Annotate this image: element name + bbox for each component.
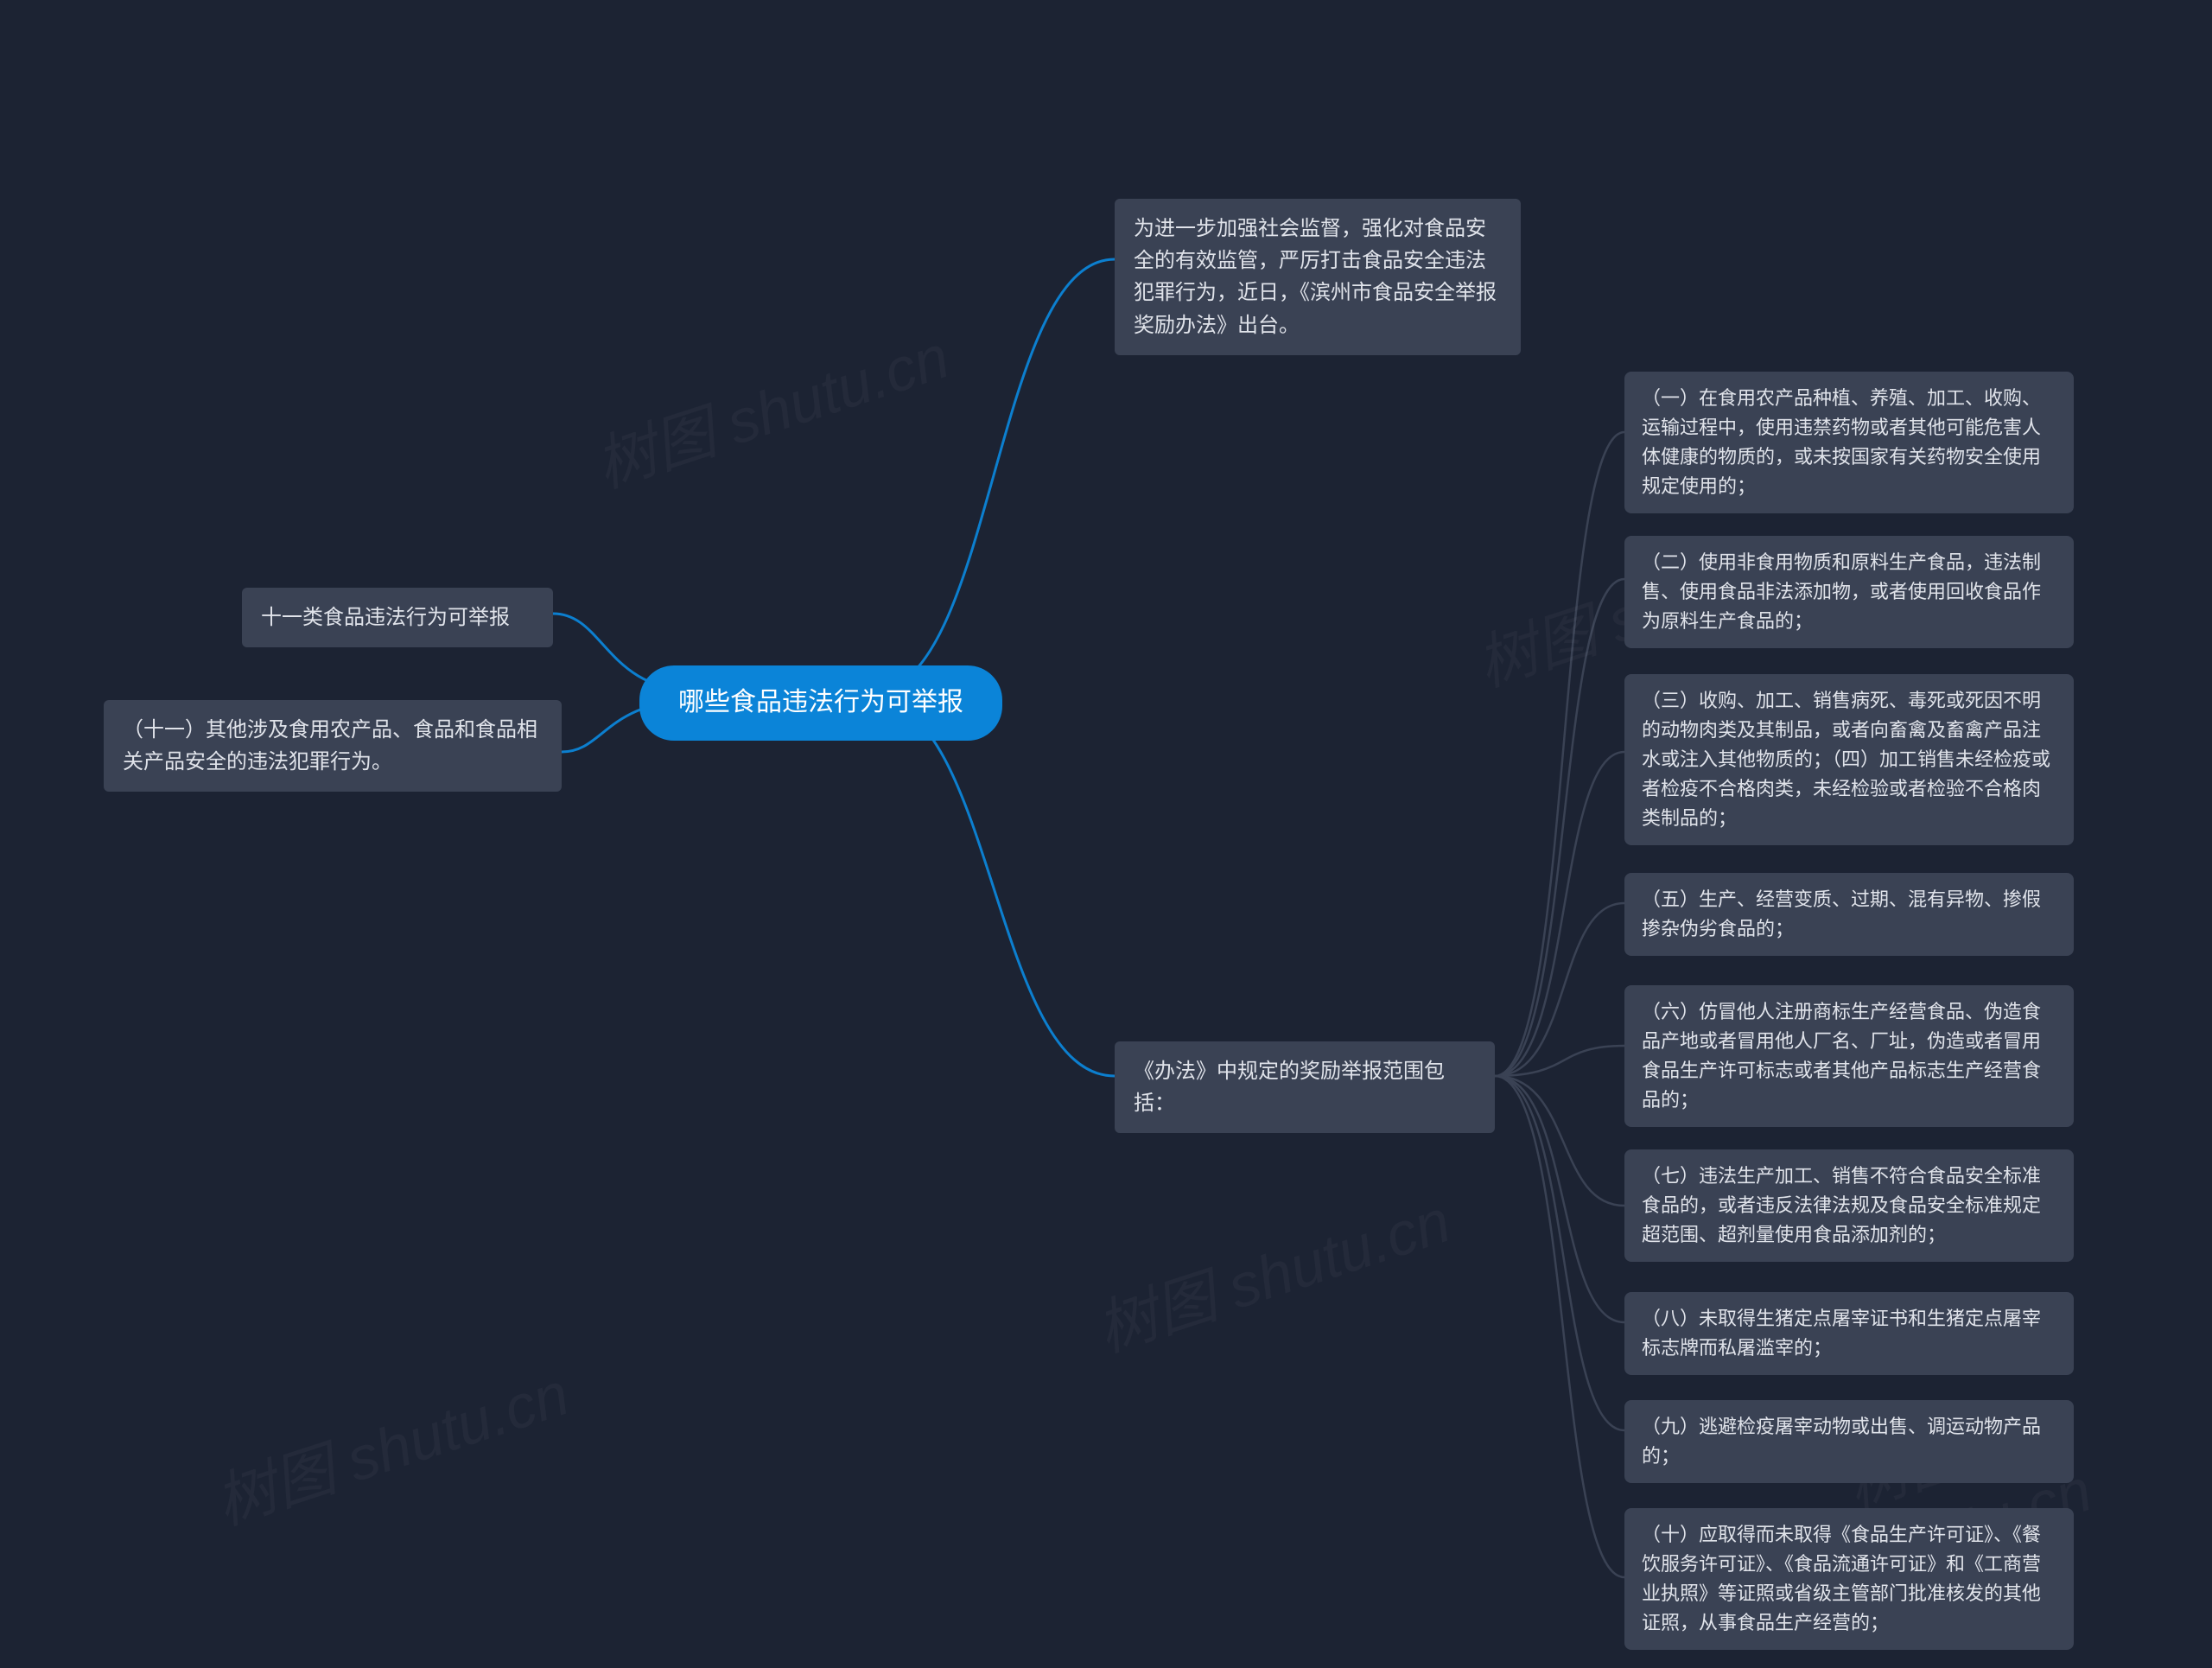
leaf-item-10[interactable]: （十）应取得而未取得《食品生产许可证》、《餐饮服务许可证》、《食品流通许可证》和… [1624, 1508, 2074, 1650]
leaf-item-8[interactable]: （八）未取得生猪定点屠宰证书和生猪定点屠宰标志牌而私屠滥宰的； [1624, 1292, 2074, 1375]
mindmap-root[interactable]: 哪些食品违法行为可举报 [639, 665, 1002, 741]
right-branch-1[interactable]: 为进一步加强社会监督，强化对食品安全的有效监管，严厉打击食品安全违法犯罪行为，近… [1115, 199, 1521, 355]
watermark: 树图 shutu.cn [583, 309, 959, 505]
leaf-item-1[interactable]: （一）在食用农产品种植、养殖、加工、收购、运输过程中，使用违禁药物或者其他可能危… [1624, 372, 2074, 513]
leaf-item-2[interactable]: （二）使用非食用物质和原料生产食品，违法制售、使用食品非法添加物，或者使用回收食… [1624, 536, 2074, 648]
right-branch-2[interactable]: 《办法》中规定的奖励举报范围包括： [1115, 1041, 1495, 1133]
leaf-item-6[interactable]: （六）仿冒他人注册商标生产经营食品、伪造食品产地或者冒用他人厂名、厂址，伪造或者… [1624, 985, 2074, 1127]
leaf-item-5[interactable]: （五）生产、经营变质、过期、混有异物、掺假掺杂伪劣食品的； [1624, 873, 2074, 956]
left-branch-2[interactable]: （十一）其他涉及食用农产品、食品和食品相关产品安全的违法犯罪行为。 [104, 700, 562, 792]
watermark: 树图 shutu.cn [1084, 1173, 1460, 1369]
watermark: 树图 shutu.cn [203, 1346, 579, 1542]
leaf-item-7[interactable]: （七）违法生产加工、销售不符合食品安全标准食品的，或者违反法律法规及食品安全标准… [1624, 1149, 2074, 1262]
leaf-item-3[interactable]: （三）收购、加工、销售病死、毒死或死因不明的动物肉类及其制品，或者向畜禽及畜禽产… [1624, 674, 2074, 845]
leaf-item-9[interactable]: （九）逃避检疫屠宰动物或出售、调运动物产品的； [1624, 1400, 2074, 1483]
left-branch-1[interactable]: 十一类食品违法行为可举报 [242, 588, 553, 647]
